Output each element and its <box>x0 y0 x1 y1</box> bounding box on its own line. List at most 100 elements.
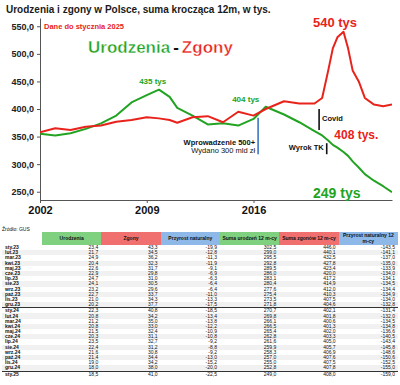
x-tick-label: 2002 <box>28 204 52 216</box>
table-head: UrodzeniaZgonyPrzyrost naturalnySuma uro… <box>2 232 398 245</box>
table-cell: 24,1 <box>42 281 101 286</box>
plot-area <box>40 32 392 192</box>
x-tick: 2002 <box>28 200 52 216</box>
event-label: Covid <box>322 114 343 123</box>
event-label: Wydano 300 mld zł <box>191 146 255 155</box>
y-tick-mark <box>37 26 40 27</box>
annotation: 408 tys. <box>334 128 378 142</box>
table-row: paź.2421,434,4-13,0257,0407,6-150,6 <box>2 355 398 360</box>
y-tick: 300,0 <box>11 160 40 170</box>
table-row: sie.2324,130,5-6,4280,4414,9-134,5 <box>2 281 398 286</box>
table-cell: -145,8 <box>339 345 398 350</box>
table-cell: 292,8 <box>220 261 279 266</box>
table-cell: 31,2 <box>101 345 160 350</box>
y-tick: 250,0 <box>11 187 40 197</box>
table-row: kwi.2320,432,3-11,9292,8427,8-135,0 <box>2 261 398 266</box>
table-cell: 408,0 <box>279 371 338 377</box>
x-tick-mark <box>40 200 41 203</box>
row-label: sie.23 <box>2 281 42 286</box>
y-tick-mark <box>37 192 40 193</box>
event-line <box>318 109 320 130</box>
y-tick-label: 500,0 <box>11 49 34 59</box>
table-cell: -11,9 <box>161 261 220 266</box>
table: UrodzeniaZgonyPrzyrost naturalnySuma uro… <box>2 232 398 377</box>
table-cell: 20,4 <box>42 261 101 266</box>
y-tick-label: 350,0 <box>11 132 34 142</box>
column-header: Przyrost naturalny <box>161 232 220 245</box>
table-row: sie.2422,431,2-8,8259,9405,7-145,8 <box>2 345 398 350</box>
x-tick: 2009 <box>135 200 159 216</box>
legend-entry: Urodzenia <box>88 38 171 57</box>
table-cell: 405,7 <box>279 345 338 350</box>
y-tick-mark <box>37 164 40 165</box>
y-tick-label: 250,0 <box>11 187 34 197</box>
table-cell: -132,0 <box>339 313 398 318</box>
table-row: cze.2322,929,8-6,9286,0420,0-134,0 <box>2 271 398 276</box>
events: Wprowadzenie 500+Wydano 300 mld złCovidW… <box>184 109 344 155</box>
table-cell: 249,0 <box>220 371 279 377</box>
event-line <box>326 143 328 154</box>
table-cell: -22,5 <box>161 371 220 377</box>
annotation: 540 tys <box>313 15 357 30</box>
x-tick: 2016 <box>242 200 266 216</box>
x-tick-label: 2016 <box>242 204 266 216</box>
table-cell: 269,8 <box>220 313 279 318</box>
table-cell: 280,4 <box>220 281 279 286</box>
y-tick-mark <box>37 81 40 82</box>
annotations: 435 tys 404 tys 540 tys 408 tys. 249 tys <box>139 15 378 201</box>
row-label: lut.24 <box>2 313 42 318</box>
event-label: Wyrok TK <box>289 143 324 152</box>
x-tick-mark <box>147 200 148 203</box>
table-cell: 30,5 <box>101 281 160 286</box>
row-label: sie.24 <box>2 345 42 350</box>
table-cell: 427,8 <box>279 261 338 266</box>
data-table: Źródło: GUSUrodzeniaZgonyPrzyrost natura… <box>2 226 398 377</box>
table-cell: 259,9 <box>220 345 279 350</box>
row-label: sty.25 <box>2 371 42 377</box>
y-axis: 250,0 300,0 350,0 400,0 450,0 500,0 550,0 <box>11 19 40 201</box>
table-cell: 414,9 <box>279 281 338 286</box>
y-tick-mark <box>37 137 40 138</box>
page: {"chart_data": {"type": "line", "title":… <box>0 0 400 385</box>
chart: 250,0 300,0 350,0 400,0 450,0 500,0 550,0 2002 2… <box>0 0 400 225</box>
y-tick-label: 400,0 <box>11 104 34 114</box>
table-cell: 32,3 <box>101 261 160 266</box>
table-cell: 18,5 <box>42 371 101 377</box>
column-header: Zgony <box>101 232 160 245</box>
table-row: sty.2518,541,0-22,5249,0408,0-159,0 <box>2 371 398 377</box>
y-tick: 450,0 <box>11 77 40 87</box>
table-cell: -8,8 <box>161 345 220 350</box>
table-row: lut.2321,734,5-12,8299,0440,1-141,1 <box>2 250 398 255</box>
y-tick: 350,0 <box>11 132 40 142</box>
legend-separator: - <box>173 38 179 57</box>
y-tick-label: 450,0 <box>11 77 34 87</box>
header-row: UrodzeniaZgonyPrzyrost naturalnySuma uro… <box>2 232 398 245</box>
table-cell: -134,5 <box>339 281 398 286</box>
table-cell: 41,0 <box>101 371 160 377</box>
annotation: 435 tys <box>139 77 167 86</box>
x-tick-label: 2009 <box>135 204 159 216</box>
y-tick: 550,0 <box>11 22 40 32</box>
table-row: lut.2420,834,2-13,4269,8401,8-132,0 <box>2 313 398 318</box>
series-line <box>40 90 392 193</box>
y-tick-mark <box>37 109 40 110</box>
table-cell: -6,4 <box>161 281 220 286</box>
column-header: Urodzenia <box>42 232 101 245</box>
table-cell: -13,4 <box>161 313 220 318</box>
table-body: sty.2323,443,3-19,9302,5446,0-143,5lut.2… <box>2 245 398 377</box>
y-tick: 400,0 <box>11 104 40 114</box>
y-tick-mark <box>37 54 40 55</box>
legend: Urodzenia-Zgony <box>88 38 233 57</box>
table-cell: -135,0 <box>339 261 398 266</box>
series-line <box>40 32 392 132</box>
y-axis-line <box>40 19 41 201</box>
annotation: 249 tys <box>313 185 361 201</box>
header-corner <box>2 232 42 245</box>
annotation: 404 tys <box>232 95 260 104</box>
table-cell: 34,2 <box>101 313 160 318</box>
title: Urodzenia i zgony w Polsce, suma krocząc… <box>6 4 271 15</box>
subtitle: Dane do stycznia 2025 <box>44 22 124 31</box>
column-header: Suma urodzeń 12 m-cy <box>220 232 279 245</box>
y-tick-label: 300,0 <box>11 160 34 170</box>
table-cell: 20,8 <box>42 313 101 318</box>
